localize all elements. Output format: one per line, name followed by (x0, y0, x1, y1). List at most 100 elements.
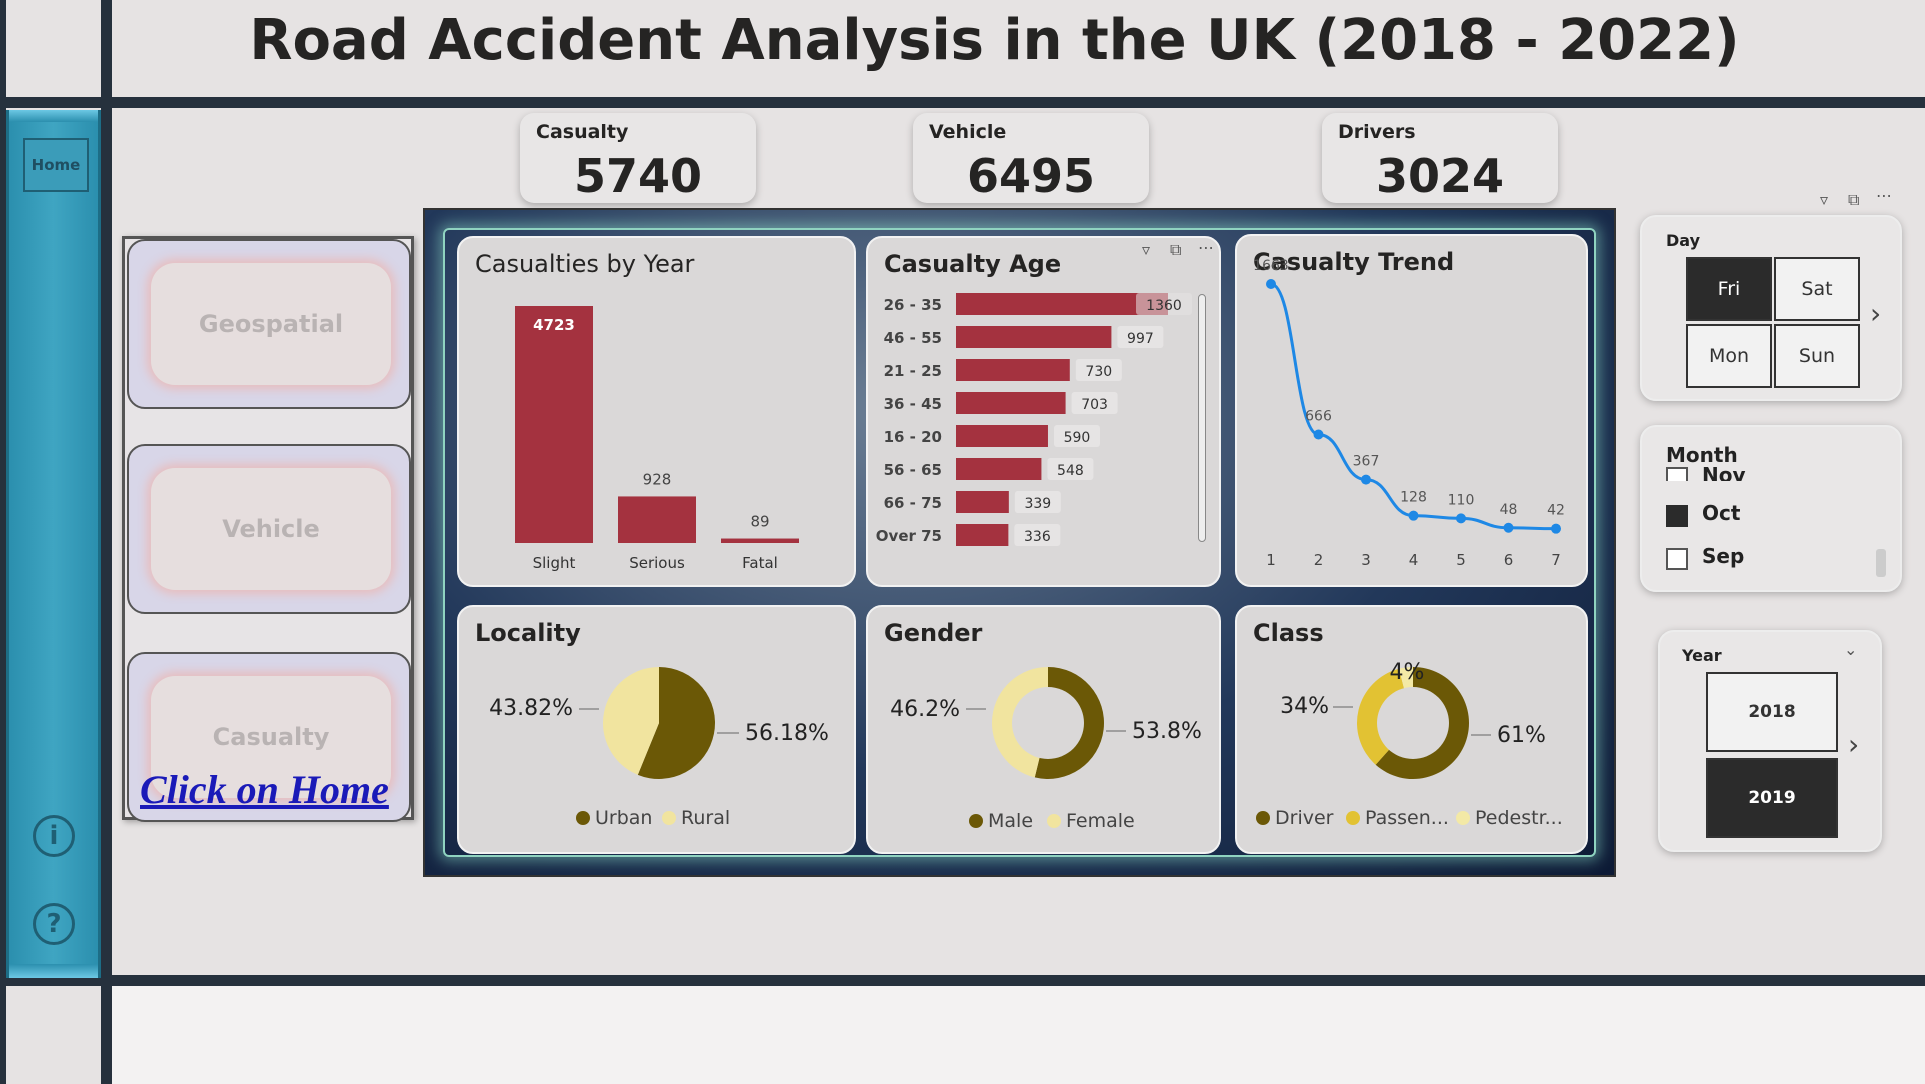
category-label: 56 - 65 (884, 461, 942, 479)
data-label: 110 (1448, 492, 1475, 508)
x-tick-label: 6 (1504, 551, 1514, 569)
legend-marker (662, 811, 676, 825)
month-label-sep[interactable]: Sep (1702, 544, 1745, 568)
card-locality[interactable]: Locality 56.18% 43.82% Urban Rural (457, 605, 856, 854)
category-label: 16 - 20 (884, 428, 942, 446)
nav-button-geospatial[interactable]: Geospatial (151, 263, 391, 385)
card-title: Casualties by Year (475, 250, 695, 278)
nav-card-geospatial[interactable]: Geospatial (127, 239, 411, 409)
month-label-oct[interactable]: Oct (1702, 501, 1741, 525)
card-gender[interactable]: Gender 53.8% 46.2% Male Female (866, 605, 1221, 854)
checkbox-sep[interactable] (1666, 548, 1688, 570)
pie-slice (637, 667, 715, 779)
data-label: 4723 (533, 316, 575, 334)
focus-mode-icon[interactable]: ⧉ (1170, 240, 1182, 259)
locality-chart: 56.18% 43.82% Urban Rural (489, 667, 829, 829)
frame-top-divider (0, 97, 1925, 108)
kpi-card-vehicle: Vehicle 6495 (913, 113, 1149, 203)
bar (956, 326, 1112, 348)
legend-marker (576, 811, 590, 825)
data-point (1408, 510, 1419, 521)
data-point (1456, 513, 1466, 524)
bar (956, 425, 1048, 447)
chevron-right-icon[interactable]: › (1870, 297, 1882, 330)
nav-card-casualty[interactable]: Casualty (127, 652, 411, 822)
legend-marker (1047, 814, 1061, 828)
data-label: 48 (1500, 502, 1518, 518)
legend-label: Pedestr... (1475, 807, 1563, 829)
help-icon[interactable]: ? (33, 903, 75, 945)
list-item[interactable]: Nov (1666, 459, 1866, 481)
donut-hole (1377, 687, 1449, 759)
nav-button-casualty[interactable]: Casualty (151, 676, 391, 798)
pie-slice (603, 667, 659, 775)
legend-marker (1456, 811, 1470, 825)
category-label: Slight (533, 554, 576, 572)
data-label: 42 (1547, 503, 1565, 519)
year-option-2019[interactable]: 2019 (1706, 758, 1838, 838)
more-options-icon[interactable]: ⋯ (1876, 186, 1892, 205)
category-label: 46 - 55 (884, 329, 942, 347)
data-label: 53.8% (1132, 719, 1202, 744)
category-label: 36 - 45 (884, 395, 942, 413)
frame-bottom-divider (0, 975, 1925, 986)
data-label: 61% (1497, 723, 1546, 748)
card-class[interactable]: Class 61% 34% 4% Driver Passen... Pedestr... (1235, 605, 1588, 854)
casualties-by-year-chart: 4723 Slight 928 Serious 89 Fatal (515, 306, 799, 572)
kpi-label: Casualty (536, 121, 629, 143)
x-tick-label: 1 (1266, 551, 1276, 569)
data-label: 336 (1024, 529, 1051, 545)
nav-button-vehicle[interactable]: Vehicle (151, 468, 391, 590)
filter-icon[interactable]: ▿ (1820, 190, 1829, 209)
day-option-fri[interactable]: Fri (1686, 257, 1772, 321)
frame-vertical-line (101, 0, 112, 1084)
data-label: 34% (1280, 694, 1329, 719)
data-point (1266, 279, 1276, 289)
category-label: Serious (629, 554, 685, 572)
card-casualties-by-year[interactable]: Casualties by Year 4723 Slight 928 Serious 8… (457, 236, 856, 587)
scrollbar[interactable] (1198, 294, 1206, 542)
class-chart: 61% 34% 4% Driver Passen... Pedestr... (1256, 660, 1563, 829)
day-option-sun[interactable]: Sun (1774, 324, 1860, 388)
filter-icon[interactable]: ▿ (1142, 240, 1151, 259)
x-tick-label: 4 (1409, 551, 1419, 569)
scrollbar[interactable] (1876, 549, 1886, 577)
focus-mode-icon[interactable]: ⧉ (1848, 190, 1860, 209)
more-options-icon[interactable]: ⋯ (1198, 238, 1214, 257)
checkbox-oct[interactable] (1666, 505, 1688, 527)
chevron-right-icon[interactable]: › (1848, 728, 1860, 761)
data-label: 56.18% (745, 721, 829, 746)
gender-chart: 53.8% 46.2% Male Female (890, 667, 1202, 832)
data-label: 89 (750, 513, 769, 531)
bar (618, 496, 696, 543)
bar (721, 538, 799, 543)
checkbox[interactable] (1666, 467, 1688, 481)
data-point (1313, 429, 1324, 440)
legend-label: Rural (681, 807, 730, 829)
month-slicer: Month Nov Oct Sep (1640, 425, 1902, 592)
day-option-mon[interactable]: Mon (1686, 324, 1772, 388)
card-casualty-age[interactable]: Casualty Age ▿ ⧉ ⋯ 26 - 35 1360 46 - 55 997… (866, 236, 1221, 587)
legend-label: Passen... (1365, 807, 1449, 829)
navigation-panel: Geospatial Vehicle Casualty (122, 236, 414, 822)
year-option-2018[interactable]: 2018 (1706, 672, 1838, 752)
casualty-trend-chart: 1663 1 666 2 367 3 128 4 110 5 48 6 42 7 (1253, 258, 1565, 569)
donut-hole (1012, 687, 1084, 759)
day-option-sat[interactable]: Sat (1774, 257, 1860, 321)
info-icon[interactable]: i (33, 815, 75, 857)
data-label-bg (1075, 359, 1122, 381)
data-label: 4% (1390, 660, 1425, 685)
card-casualty-trend[interactable]: Casualty Trend 1663 1 666 2 367 3 128 4 110 5 48 6 4… (1235, 234, 1588, 587)
page-title: Road Accident Analysis in the UK (2018 -… (249, 8, 1740, 73)
click-home-link[interactable]: Click on Home (140, 767, 389, 812)
nav-card-vehicle[interactable]: Vehicle (127, 444, 411, 614)
data-label: 128 (1400, 490, 1427, 506)
home-button[interactable]: Home (23, 138, 89, 192)
chevron-down-icon[interactable]: ⌄ (1844, 640, 1858, 659)
category-label: Fatal (742, 554, 778, 572)
x-tick-label: 7 (1551, 551, 1561, 569)
data-label: 928 (643, 470, 672, 488)
legend-label: Driver (1275, 807, 1334, 829)
legend-label: Urban (595, 807, 652, 829)
bar (956, 491, 1009, 513)
